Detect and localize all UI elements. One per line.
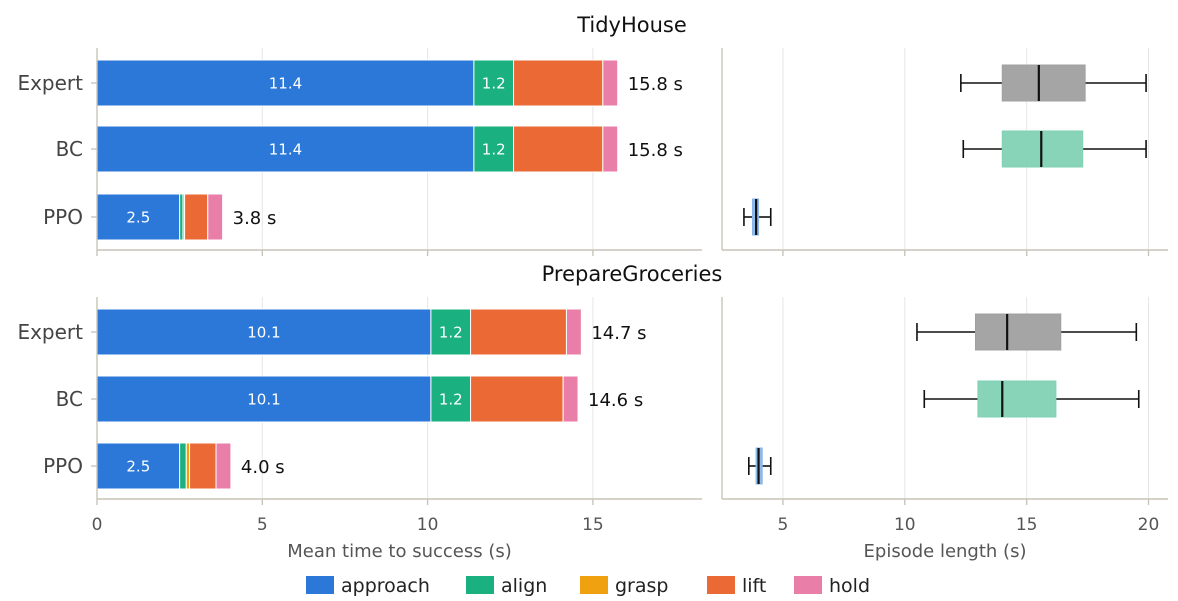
bar-segment-align (473, 59, 515, 107)
x-tick-label: 15 (1016, 515, 1038, 535)
legend-swatch (707, 576, 735, 594)
bar-total-label: 15.8 s (628, 74, 683, 95)
box-iqr (1001, 64, 1086, 102)
category-label: PPO (43, 205, 83, 229)
legend-item-lift: lift (707, 575, 766, 597)
bar-segment-label: 11.4 (269, 141, 302, 159)
legend-item-hold: hold (794, 575, 870, 597)
x-tick-label: 5 (257, 515, 268, 535)
panel-title: PrepareGroceries (542, 262, 723, 286)
x-tick-label: 20 (1138, 515, 1160, 535)
category-label: PPO (43, 454, 83, 478)
bar-segment-label: 1.2 (482, 75, 506, 93)
box-iqr (977, 380, 1057, 418)
legend-swatch (580, 576, 608, 594)
legend-label: grasp (615, 575, 668, 597)
category-label: Expert (17, 71, 83, 95)
bar-segment-hold (562, 375, 579, 423)
legend-label: approach (341, 575, 430, 597)
legend-swatch (306, 576, 334, 594)
bar-segment-lift (470, 375, 564, 423)
bar-segment-hold (565, 308, 582, 356)
x-tick-label: 15 (582, 515, 604, 535)
legend-item-align: align (466, 575, 547, 597)
x-tick-label: 0 (92, 515, 103, 535)
legend-label: align (501, 575, 547, 597)
box-iqr (974, 313, 1062, 351)
legend-label: lift (742, 575, 766, 597)
bar-segment-approach (96, 125, 475, 173)
bar-segment-label: 11.4 (269, 75, 302, 93)
legend-item-grasp: grasp (580, 575, 668, 597)
x-tick-label: 10 (894, 515, 916, 535)
bar-segment-lift (470, 308, 567, 356)
legend-label: hold (829, 575, 870, 597)
legend: approach align grasp lift hold (306, 575, 870, 597)
legend-item-approach: approach (306, 575, 430, 597)
bar-segment-label: 2.5 (126, 458, 150, 476)
text-layer: TidyHouse Expert 11.4 1.2 15.8 s BC 11.4 1.2 15.… (17, 13, 1159, 562)
bar-segment-hold (215, 442, 232, 490)
category-label: Expert (17, 320, 83, 344)
bar-segment-align (179, 442, 187, 490)
bar-segment-lift (513, 59, 604, 107)
bar-segment-label: 2.5 (126, 209, 150, 227)
bar-segment-label: 1.2 (439, 391, 463, 409)
bar-total-label: 15.8 s (628, 140, 683, 161)
category-label: BC (56, 387, 83, 411)
bar-segment-approach (96, 375, 432, 423)
axes-layer (91, 48, 1168, 505)
marks-layer (96, 59, 1147, 490)
bar-total-label: 14.7 s (591, 323, 646, 344)
bar-segment-align (473, 125, 515, 173)
bar-segment-hold (602, 59, 619, 107)
bar-segment-hold (602, 125, 619, 173)
panel-title: TidyHouse (576, 13, 687, 37)
bar-segment-lift (189, 442, 217, 490)
bar-segment-hold (207, 193, 224, 241)
bar-segment-label: 1.2 (439, 324, 463, 342)
bar-segment-approach (96, 59, 475, 107)
bar-segment-approach (96, 308, 432, 356)
x-axis-label: Mean time to success (s) (287, 541, 512, 562)
x-axis-label: Episode length (s) (864, 541, 1027, 562)
bar-total-label: 14.6 s (588, 390, 643, 411)
legend-swatch (466, 576, 494, 594)
legend-swatch (794, 576, 822, 594)
x-tick-label: 10 (417, 515, 439, 535)
bar-total-label: 4.0 s (241, 457, 285, 478)
bar-segment-label: 10.1 (247, 324, 280, 342)
bar-segment-approach (96, 193, 181, 241)
x-tick-label: 5 (778, 515, 789, 535)
bar-segment-lift (184, 193, 209, 241)
bar-segment-label: 1.2 (482, 141, 506, 159)
category-label: BC (56, 137, 83, 161)
bar-total-label: 3.8 s (233, 208, 277, 229)
bar-segment-label: 10.1 (247, 391, 280, 409)
box-iqr (1001, 130, 1084, 168)
bar-segment-lift (513, 125, 604, 173)
